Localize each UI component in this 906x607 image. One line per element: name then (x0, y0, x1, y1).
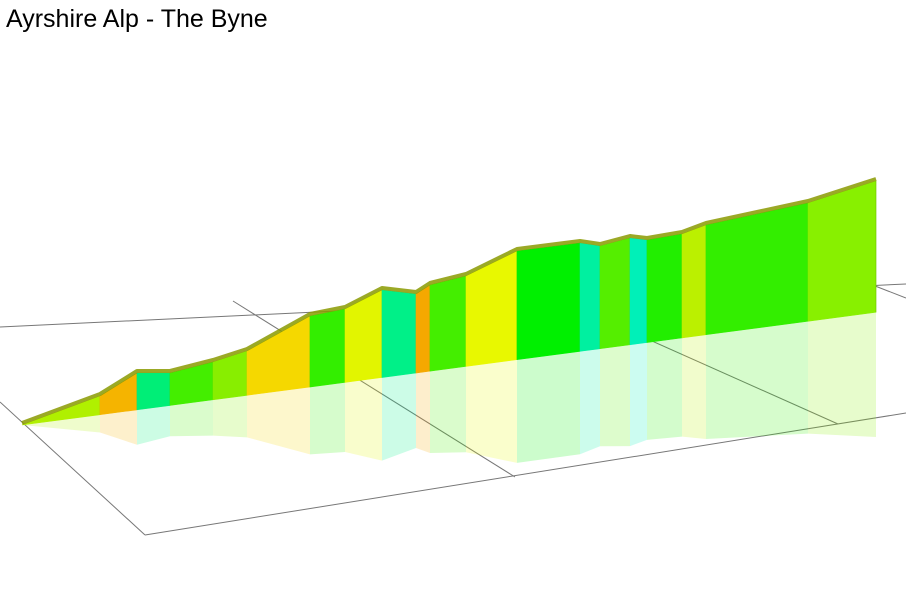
reflection-segment (682, 334, 706, 439)
profile-segment (629, 237, 648, 346)
reflection-segment (416, 371, 430, 453)
title: Ayrshire Alp - The Byne (6, 5, 268, 33)
profile-segment (807, 180, 877, 322)
reflection-segment (706, 321, 808, 439)
reflection-segment (808, 312, 876, 437)
profile-segment (579, 242, 601, 352)
reflection-segment (213, 395, 247, 438)
profile-segment (309, 308, 346, 388)
reflection-segment (345, 377, 382, 461)
profile-segment (429, 275, 467, 372)
profile-wall (21, 177, 877, 426)
grid-line (144, 412, 906, 536)
reflection-segment (600, 344, 630, 447)
reflection-segment (310, 382, 345, 455)
profile-segment (415, 284, 431, 374)
reflection-segment (137, 405, 170, 445)
reflection-segment (382, 372, 416, 461)
reflection-segment (580, 348, 600, 455)
profile-segment (681, 224, 707, 339)
reflection (22, 312, 876, 463)
reflection-segment (247, 386, 310, 455)
reflection-segment (517, 351, 580, 463)
profile-segment (381, 289, 417, 378)
profile-ridge (21, 177, 877, 425)
profile-segment (136, 372, 171, 411)
reflection-segment (466, 359, 517, 463)
profile-segment (599, 237, 631, 350)
profile-segment (705, 202, 809, 336)
reflection-segment (430, 366, 466, 453)
reflection-segment (647, 337, 682, 440)
profile-segment (646, 233, 683, 343)
reflection-segment (170, 399, 213, 437)
reflection-segment (22, 414, 100, 433)
reflection-segment (100, 409, 137, 445)
profile-segment (516, 242, 581, 361)
reflection-segment (630, 342, 647, 447)
